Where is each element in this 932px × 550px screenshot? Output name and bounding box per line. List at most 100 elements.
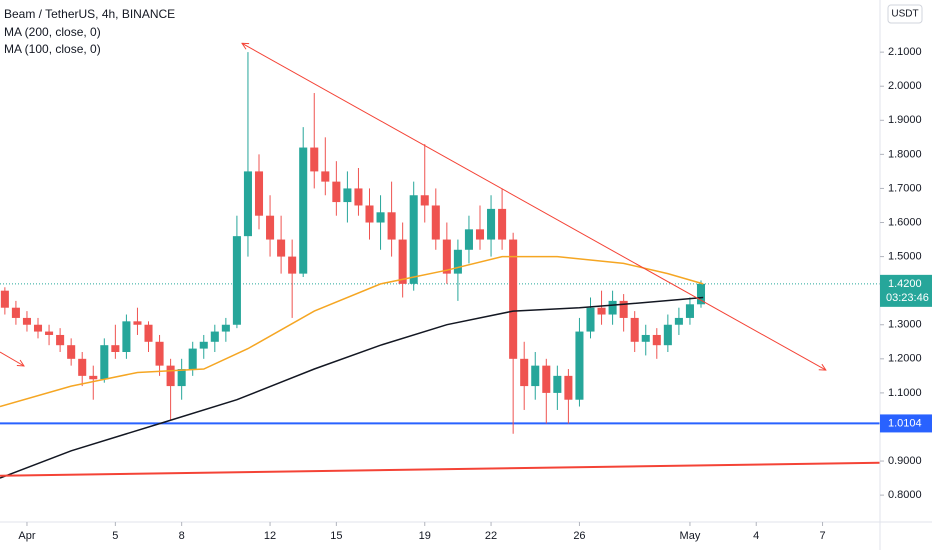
candle-body xyxy=(332,181,341,203)
y-tick-label: 1.8000 xyxy=(888,148,922,160)
candle-body xyxy=(354,188,363,206)
candle-body xyxy=(575,331,584,400)
candle-body xyxy=(564,375,573,400)
candle-body xyxy=(442,239,451,274)
candle-body xyxy=(453,249,462,274)
candle-body xyxy=(89,375,98,380)
candle-body xyxy=(531,365,540,387)
candle-body xyxy=(321,171,330,182)
y-tick-label: 0.8000 xyxy=(888,489,922,501)
last-price-label: 1.4200 xyxy=(888,278,922,290)
candle-body xyxy=(133,321,142,325)
candle-body xyxy=(122,321,131,353)
candle-body xyxy=(553,375,562,393)
candle-body xyxy=(188,348,197,370)
y-tick-label: 1.5000 xyxy=(888,250,922,262)
candle-body xyxy=(210,331,219,342)
y-tick-label: 1.2000 xyxy=(888,353,922,365)
arrow-fragment xyxy=(0,351,24,366)
candle-body xyxy=(376,212,385,223)
x-tick-label: 7 xyxy=(819,530,825,542)
candle-body xyxy=(509,239,518,359)
candle-body xyxy=(288,256,297,274)
y-tick-label: 2.0000 xyxy=(888,80,922,92)
candle-body xyxy=(78,358,87,376)
y-tick-label: 1.6000 xyxy=(888,216,922,228)
x-tick-label: 15 xyxy=(330,530,342,542)
candle-body xyxy=(277,239,286,257)
x-tick-label: 8 xyxy=(179,530,185,542)
candle-body xyxy=(11,307,20,318)
y-tick-label: 2.1000 xyxy=(888,46,922,58)
candle-body xyxy=(431,205,440,240)
x-tick-label: 19 xyxy=(419,530,431,542)
level-label: 1.0104 xyxy=(888,417,922,429)
y-tick-label: 1.9000 xyxy=(888,114,922,126)
candle-body xyxy=(299,147,308,274)
candle-body xyxy=(630,317,639,342)
candle-body xyxy=(597,307,606,315)
candle-body xyxy=(221,324,230,332)
y-tick-label: 1.7000 xyxy=(888,182,922,194)
legend-entry: MA (100, close, 0) xyxy=(4,42,101,56)
axes: 0.8000 0.9000 1.1000 1.2000 1.3000 1.5000 1.60… xyxy=(18,46,932,542)
candle-body xyxy=(199,341,208,349)
candle-body xyxy=(674,317,683,325)
candle-body xyxy=(608,300,617,315)
candle-body xyxy=(685,304,694,318)
moving-average xyxy=(0,296,704,479)
candle-body xyxy=(0,290,9,308)
candle-body xyxy=(409,195,418,284)
candle-body xyxy=(365,205,374,223)
x-tick-label: 5 xyxy=(112,530,118,542)
y-tick-label: 0.9000 xyxy=(888,455,922,467)
currency-badge[interactable] xyxy=(887,4,923,24)
x-tick-label: May xyxy=(680,530,701,542)
candle-body xyxy=(398,239,407,284)
candle-body xyxy=(56,334,65,346)
candle-body xyxy=(67,345,76,359)
candle-body xyxy=(177,369,186,387)
candle-body xyxy=(586,307,595,332)
plot-area xyxy=(0,43,881,479)
candle-body xyxy=(641,334,650,342)
level-badge xyxy=(880,414,932,433)
candle-body xyxy=(111,345,120,353)
candle-body xyxy=(45,331,54,335)
candle-body xyxy=(487,208,496,240)
candle-body xyxy=(652,334,661,346)
candle-body xyxy=(542,365,551,393)
legend-entry: MA (200, close, 0) xyxy=(4,25,101,39)
candle-body xyxy=(232,236,241,325)
candle-body xyxy=(254,171,264,216)
x-tick-label: 26 xyxy=(573,530,585,542)
candle-body xyxy=(266,215,275,240)
candle-body xyxy=(498,208,507,240)
trend-line xyxy=(0,461,881,477)
candle-body xyxy=(387,212,396,240)
candle-body xyxy=(663,324,672,346)
candle-body xyxy=(520,358,529,387)
x-tick-label: Apr xyxy=(18,530,35,542)
y-tick-label: 1.3000 xyxy=(888,319,922,331)
candle-body xyxy=(22,317,31,325)
trend-line xyxy=(242,43,826,370)
candle-body xyxy=(420,195,429,206)
candle-body xyxy=(144,324,153,342)
last-price-badge xyxy=(880,274,932,307)
x-tick-label: 4 xyxy=(753,530,759,542)
candle-body xyxy=(155,341,164,366)
candle-body xyxy=(33,324,43,332)
chart-title: Beam / TetherUS, 4h, BINANCE xyxy=(4,7,175,21)
y-tick-label: 1.1000 xyxy=(888,387,922,399)
candle-body xyxy=(310,147,319,172)
candle-body xyxy=(100,345,109,380)
x-tick-label: 22 xyxy=(485,530,497,542)
currency-label: USDT xyxy=(891,9,918,20)
moving-average xyxy=(0,255,704,408)
candle-body xyxy=(475,229,485,240)
candle-body xyxy=(464,229,473,250)
candle-body xyxy=(243,171,252,237)
countdown-label: 03:23:46 xyxy=(886,292,929,304)
